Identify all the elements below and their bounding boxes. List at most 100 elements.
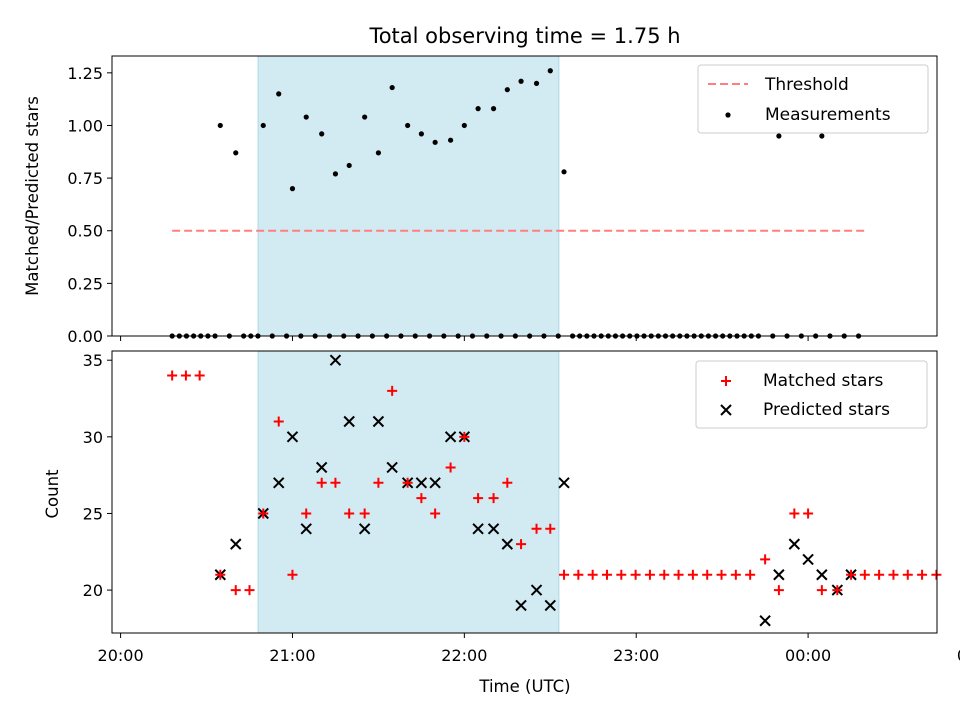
measurement-point bbox=[475, 106, 481, 112]
predicted-star-point bbox=[329, 354, 342, 366]
matched-star-point bbox=[387, 385, 398, 396]
measurement-point bbox=[375, 150, 382, 156]
matched-star-point bbox=[644, 569, 655, 580]
measurement-point bbox=[776, 133, 782, 139]
matched-star-point bbox=[316, 477, 327, 488]
matched-star-point bbox=[545, 523, 556, 534]
axes-frame bbox=[111, 350, 938, 634]
predicted-star-point bbox=[544, 599, 556, 612]
matched-star-point bbox=[373, 477, 384, 488]
measurement-point bbox=[547, 68, 553, 74]
matched-star-point bbox=[587, 569, 598, 580]
matched-star-point bbox=[516, 539, 527, 550]
matched-star-point bbox=[816, 585, 827, 596]
x-tick-label: 01:00 bbox=[957, 646, 960, 665]
measurement-point bbox=[561, 169, 567, 175]
matched-star-point bbox=[573, 569, 584, 580]
matched-star-point bbox=[659, 569, 670, 580]
plot-marks bbox=[167, 354, 942, 627]
matched-star-point bbox=[230, 585, 241, 596]
matched-star-point bbox=[760, 554, 771, 565]
predicted-star-point bbox=[816, 569, 828, 581]
observing-window-band bbox=[257, 55, 560, 337]
predicted-star-point bbox=[472, 523, 484, 535]
legend-matched-label: Matched stars bbox=[763, 371, 883, 391]
predicted-star-point bbox=[788, 538, 801, 550]
y-tick-label: 1.00 bbox=[67, 116, 103, 135]
bottom-legend: Matched stars Predicted stars bbox=[695, 360, 928, 429]
measurement-point bbox=[432, 139, 438, 145]
matched-star-point bbox=[730, 569, 741, 580]
legend-measurements-swatch bbox=[725, 112, 731, 118]
predicted-star-point bbox=[487, 523, 500, 535]
measurement-point bbox=[233, 150, 239, 156]
x-tick-label: 23:00 bbox=[613, 646, 659, 665]
matched-star-point bbox=[215, 569, 226, 580]
matched-star-point bbox=[301, 508, 312, 519]
predicted-star-point bbox=[802, 553, 814, 566]
x-tick-label: 00:00 bbox=[785, 646, 831, 665]
x-tick-label: 21:00 bbox=[269, 646, 315, 665]
axes-frame bbox=[111, 55, 938, 337]
matched-star-point bbox=[888, 569, 899, 580]
predicted-star-point bbox=[230, 538, 242, 550]
predicted-star-point bbox=[501, 538, 514, 550]
y-tick-label: 0.75 bbox=[67, 169, 103, 188]
matched-star-point bbox=[716, 569, 727, 580]
measurement-point bbox=[418, 131, 424, 137]
matched-star-point bbox=[194, 370, 205, 381]
predicted-star-point bbox=[429, 477, 441, 489]
figure-title: Total observing time = 1.75 h bbox=[368, 24, 680, 48]
matched-star-point bbox=[180, 370, 191, 381]
matched-star-point bbox=[931, 569, 942, 580]
predicted-star-point bbox=[358, 523, 371, 535]
predicted-star-point bbox=[273, 477, 285, 489]
measurement-point bbox=[504, 87, 510, 93]
x-axis-label: Time (UTC) bbox=[478, 677, 570, 696]
predicted-star-point bbox=[415, 477, 428, 489]
matched-star-point bbox=[846, 569, 857, 580]
measurement-point bbox=[533, 80, 540, 86]
y-tick-label: 35 bbox=[83, 351, 103, 370]
y-tick-label: 20 bbox=[83, 581, 103, 600]
predicted-star-point bbox=[515, 599, 527, 612]
bottom-panel-plot: Count 20 25 30 35 20:00 21:00 22:00 23:00 00:00 0… bbox=[43, 350, 960, 665]
matched-star-point bbox=[445, 462, 456, 473]
matched-star-point bbox=[344, 508, 355, 519]
legend-box bbox=[697, 64, 929, 134]
y-tick-label: 0.25 bbox=[67, 274, 103, 293]
legend-threshold-label: Threshold bbox=[764, 75, 849, 95]
y-tick-label: 0.00 bbox=[67, 327, 103, 346]
matched-star-point bbox=[745, 569, 756, 580]
measurement-point bbox=[362, 114, 368, 120]
y-tick-label: 1.25 bbox=[67, 64, 103, 83]
matched-star-point bbox=[258, 508, 269, 519]
top-legend: Threshold Measurements bbox=[697, 64, 929, 134]
matched-star-point bbox=[430, 508, 441, 519]
observing-window-band bbox=[257, 350, 560, 634]
matched-star-point bbox=[502, 477, 513, 488]
x-tick-label: 22:00 bbox=[441, 646, 487, 665]
bottom-ylabel: Count bbox=[43, 469, 62, 519]
measurement-point bbox=[447, 137, 454, 143]
matched-star-point bbox=[559, 569, 570, 580]
legend-predicted-label: Predicted stars bbox=[763, 400, 890, 420]
matched-star-point bbox=[832, 585, 843, 596]
matched-star-point bbox=[601, 569, 612, 580]
matched-star-point bbox=[473, 493, 484, 504]
matched-star-point bbox=[630, 569, 641, 580]
matched-star-point bbox=[702, 569, 713, 580]
predicted-star-point bbox=[530, 584, 543, 596]
measurement-point bbox=[276, 91, 282, 97]
measurement-point bbox=[461, 122, 467, 129]
measurement-point bbox=[303, 114, 309, 120]
top-panel-plot: Matched/Predicted stars 0.00 0.25 0.50 0.75… bbox=[23, 55, 938, 346]
y-tick-label: 25 bbox=[83, 504, 103, 523]
predicted-star-point bbox=[386, 461, 398, 474]
matched-star-point bbox=[330, 477, 341, 488]
matched-star-point bbox=[531, 523, 542, 534]
matched-star-point bbox=[859, 569, 870, 580]
predicted-star-point bbox=[315, 461, 328, 474]
matched-star-point bbox=[273, 416, 284, 427]
matched-star-point bbox=[687, 569, 698, 580]
